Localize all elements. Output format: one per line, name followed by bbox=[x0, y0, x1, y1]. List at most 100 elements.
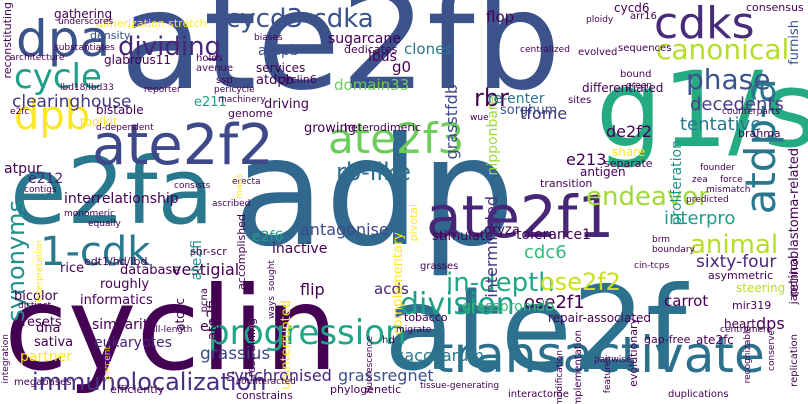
word-cyclin: cyclin bbox=[4, 262, 339, 397]
word-rice: rice bbox=[60, 261, 85, 276]
word-centromere: centromere bbox=[720, 325, 773, 335]
word-pericycle: pericycle bbox=[214, 85, 255, 95]
word-ate2f: ate2f bbox=[384, 262, 687, 397]
word-d-dependent: d-dependent bbox=[96, 123, 154, 133]
word-interrelationship: interrelationship bbox=[64, 191, 179, 207]
word-atdpb: atdpb bbox=[256, 73, 294, 88]
word-g1s: g1/s bbox=[596, 49, 808, 171]
word-centralized: centralized bbox=[520, 45, 570, 55]
word-cycd3-cdka: cycd3-cdka bbox=[226, 4, 374, 34]
word-ate2fc: ate2fc bbox=[696, 333, 734, 347]
word-pairwise: pairwise bbox=[594, 355, 632, 365]
word-endeavor: endeavor bbox=[586, 182, 709, 212]
word-cycd6: cycd6 bbox=[614, 1, 650, 15]
word-fluorescence: fluorescence bbox=[365, 336, 375, 394]
word-equally: equally bbox=[88, 219, 121, 229]
word-mir319: mir319 bbox=[732, 299, 772, 312]
word-dna: dna bbox=[36, 321, 61, 336]
word-eukaryotes: eukaryotes bbox=[94, 335, 172, 351]
word-carrot: carrot bbox=[664, 292, 709, 310]
word-sorghum: sorghum bbox=[500, 103, 558, 118]
word-counteracted: counteracted bbox=[236, 377, 296, 387]
word-integration: integration bbox=[1, 334, 11, 384]
word-ate2f2: ate2f2 bbox=[92, 113, 274, 178]
word-dps: dps bbox=[756, 314, 785, 333]
word-repair: repair-associated bbox=[548, 311, 652, 325]
word-roughly: roughly bbox=[100, 277, 150, 292]
word-hull-length: hull-length bbox=[144, 325, 193, 335]
word-atdpb2: atdpb bbox=[258, 43, 299, 59]
word-consensus: consensus bbox=[746, 1, 804, 14]
word-conserve: conserve bbox=[767, 330, 777, 371]
word-ose2f2: ose2f2 bbox=[540, 268, 621, 296]
word-consists: consists bbox=[174, 181, 211, 191]
word-cdc6: cdc6 bbox=[524, 242, 567, 263]
word-e211: e211 bbox=[194, 95, 227, 110]
word-restraining: restraining bbox=[245, 318, 258, 378]
word-saccharum: saccharum bbox=[396, 346, 484, 365]
word-pivotal: pivotal bbox=[407, 204, 420, 242]
word-ose2f1: ose2f1 bbox=[524, 292, 585, 313]
word-percent: percent bbox=[103, 346, 113, 381]
word-separate: separate bbox=[604, 157, 653, 170]
word-stimulate: stimulate bbox=[432, 229, 494, 244]
word-sixty-four: sixty-four bbox=[696, 252, 777, 272]
word-rb-like: rb-like bbox=[336, 158, 411, 186]
word-clones: clones bbox=[404, 40, 453, 58]
word-edt1: edt1/hd/lbd bbox=[84, 255, 148, 268]
word-heart: heart bbox=[724, 317, 756, 331]
word-grassregnet: grassregnet bbox=[338, 366, 434, 385]
word-architecture: architecture bbox=[10, 53, 65, 63]
word-inactive: inactive bbox=[272, 241, 328, 257]
word-differentiated: differentiated bbox=[582, 81, 664, 95]
word-green: green bbox=[626, 81, 652, 91]
word-antigen: antigen bbox=[580, 165, 626, 179]
word-bicolor: bicolor bbox=[14, 289, 58, 304]
word-monomeric: monomeric bbox=[64, 209, 115, 219]
word-rbr: rbr bbox=[474, 84, 509, 112]
word-database: database bbox=[120, 263, 181, 278]
word-g0: g0 bbox=[392, 58, 412, 76]
word-constrains: constrains bbox=[236, 389, 293, 402]
word-division: division bbox=[400, 287, 515, 322]
word-biases: biases bbox=[254, 33, 283, 43]
word-ploidy: ploidy bbox=[586, 15, 614, 25]
word-proliferation: proliferation bbox=[669, 140, 685, 226]
word-zea: zea bbox=[692, 175, 708, 185]
word-dividing: dividing bbox=[118, 32, 222, 62]
word-cin-tcps: cin-tcps bbox=[634, 261, 670, 271]
word-gathering: gathering bbox=[54, 7, 113, 21]
word-oryza: oryza bbox=[484, 223, 520, 238]
word-asymmetric: asymmetric bbox=[708, 269, 774, 282]
word-erecta: erecta bbox=[232, 177, 261, 187]
word-transition: transition bbox=[540, 177, 593, 190]
word-interpretation: interpretation bbox=[35, 240, 45, 303]
word-e2fc: e2fc bbox=[10, 107, 30, 117]
word-interpro: interpro bbox=[664, 208, 736, 229]
word-clearinghouse: clearinghouse bbox=[12, 92, 132, 112]
word-gap-free: gap-free bbox=[644, 333, 691, 346]
word-force: force bbox=[720, 175, 743, 185]
word-glabrous11: glabrous11 bbox=[104, 53, 172, 67]
word-dpb: dpb bbox=[14, 93, 91, 139]
word-founder: founder bbox=[700, 163, 736, 173]
word-e212: e212 bbox=[28, 171, 64, 187]
word-cycle: cycle bbox=[14, 57, 102, 97]
word-similarity: similarity bbox=[92, 317, 157, 333]
word-evolutionary: evolutionary bbox=[627, 318, 640, 387]
word-canonical: canonical bbox=[656, 33, 790, 66]
word-hd: hd bbox=[382, 335, 395, 346]
word-in-depth: in-depth bbox=[446, 268, 555, 298]
word-flop: flop bbox=[486, 8, 515, 26]
word-maps: maps bbox=[235, 174, 245, 199]
word-efficiently: efficiently bbox=[110, 383, 165, 396]
word-avenue: avenue bbox=[196, 63, 234, 74]
word-progression: progression bbox=[208, 313, 407, 353]
word-boundary: boundary bbox=[652, 245, 695, 255]
word-implementation: implementation bbox=[573, 330, 584, 404]
word-reconstituting: reconstituting bbox=[1, 2, 14, 79]
word-furnish: furnish bbox=[787, 20, 802, 65]
word-informatics: informatics bbox=[80, 293, 153, 308]
word-replication: replication bbox=[789, 334, 800, 387]
word-bound: bound bbox=[620, 69, 652, 80]
